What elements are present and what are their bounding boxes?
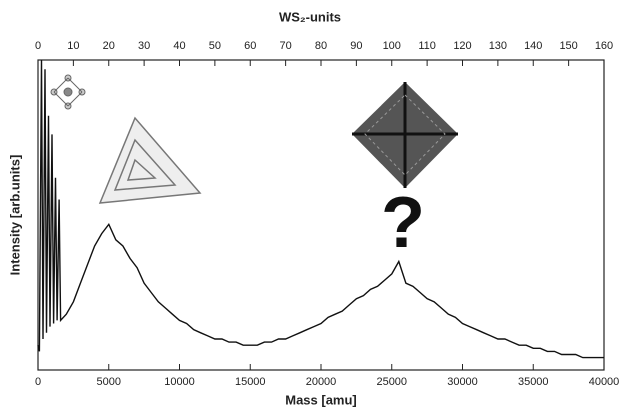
- x2-tick-label: 40: [173, 40, 185, 52]
- x2-tick-label: 60: [244, 40, 256, 52]
- x2-tick-label: 80: [315, 40, 327, 52]
- x2-tick-label: 50: [209, 40, 221, 52]
- x-tick-label: 25000: [376, 376, 407, 388]
- top-axis-title: WS₂-units: [279, 9, 341, 24]
- x-tick-label: 20000: [306, 376, 337, 388]
- x-axis-title: Mass [amu]: [285, 392, 357, 407]
- x2-tick-label: 160: [595, 40, 613, 52]
- x-tick-label: 35000: [518, 376, 549, 388]
- x-tick-label: 0: [35, 376, 41, 388]
- x2-tick-label: 150: [559, 40, 577, 52]
- x-tick-label: 10000: [164, 376, 195, 388]
- x2-tick-label: 120: [453, 40, 471, 52]
- x2-tick-label: 130: [489, 40, 507, 52]
- x-tick-label: 30000: [447, 376, 478, 388]
- x2-tick-label: 70: [280, 40, 292, 52]
- x2-tick-label: 10: [67, 40, 79, 52]
- annotation: ?: [381, 183, 425, 263]
- x-tick-label: 5000: [97, 376, 121, 388]
- x-tick-label: 15000: [235, 376, 266, 388]
- x2-tick-label: 100: [383, 40, 401, 52]
- x-tick-label: 40000: [589, 376, 620, 388]
- spectrum-line: [37, 59, 604, 359]
- small-cluster-image: [50, 74, 86, 110]
- x2-tick-label: 20: [103, 40, 115, 52]
- large-cluster-image: [352, 82, 458, 188]
- triangle-cluster-image: [98, 116, 202, 204]
- x2-tick-label: 110: [418, 40, 436, 52]
- x2-tick-label: 90: [350, 40, 362, 52]
- x2-tick-label: 140: [524, 40, 542, 52]
- x2-tick-label: 0: [35, 40, 41, 52]
- y-axis-title: Intensity [arb.units]: [7, 155, 22, 276]
- x2-tick-label: 30: [138, 40, 150, 52]
